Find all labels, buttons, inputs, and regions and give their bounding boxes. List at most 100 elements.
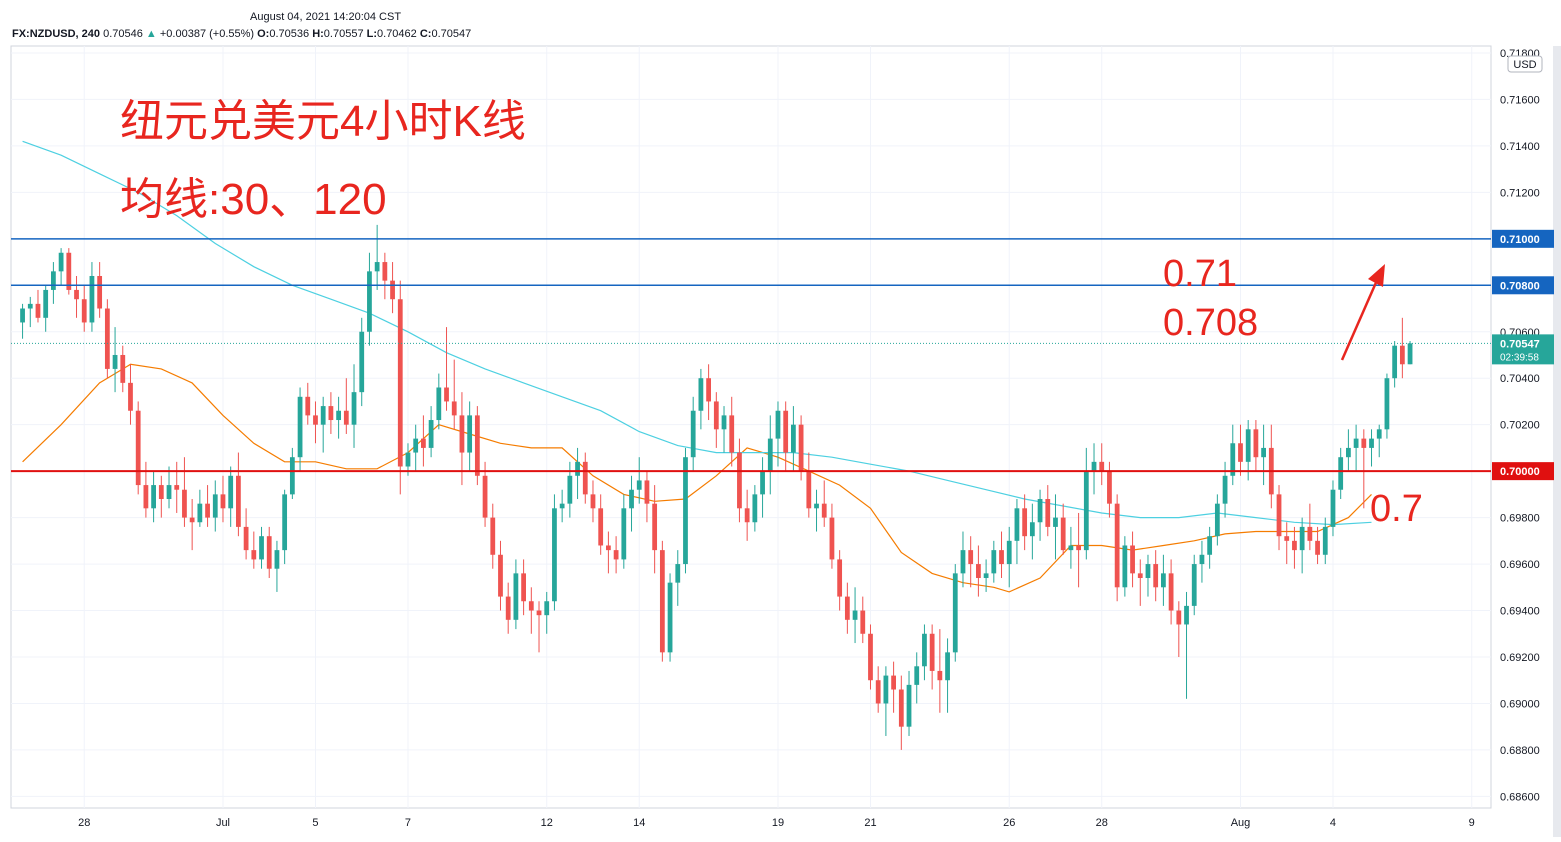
high-label: H: xyxy=(312,28,324,40)
candle-bull xyxy=(629,475,634,532)
last-price: 0.70546 xyxy=(103,28,143,40)
candle-body xyxy=(945,652,950,681)
candle-body xyxy=(837,559,843,597)
candle-bull xyxy=(367,252,372,346)
candle-bull xyxy=(636,457,642,504)
level-price-tag xyxy=(1492,276,1554,295)
candle-body xyxy=(382,262,388,281)
candle-body xyxy=(1199,554,1205,565)
candle-body xyxy=(359,331,365,393)
candle-body xyxy=(999,550,1004,565)
x-tick-label: 28 xyxy=(1096,817,1108,829)
candle-bear xyxy=(659,540,665,662)
currency-badge[interactable] xyxy=(1507,55,1543,73)
candle-bull xyxy=(89,262,95,332)
candle-bear xyxy=(189,499,195,551)
candle-body xyxy=(1376,429,1382,439)
candle-body xyxy=(898,689,904,727)
candle-body xyxy=(390,280,395,300)
candle-body xyxy=(336,410,341,421)
currency-badge-label[interactable]: USD xyxy=(1513,59,1536,71)
candle-body xyxy=(1214,503,1220,537)
x-tick-label: 26 xyxy=(1003,817,1015,829)
candle-body xyxy=(1407,343,1413,365)
x-tick-label: 9 xyxy=(1469,817,1475,829)
x-tick-label: 14 xyxy=(633,817,645,829)
candle-body xyxy=(744,508,750,523)
candle-body xyxy=(906,684,912,727)
candle-bull xyxy=(58,248,64,286)
candle-body xyxy=(182,489,187,518)
candle-body xyxy=(875,680,881,704)
candle-body xyxy=(1060,517,1066,551)
candle-body xyxy=(289,457,295,495)
candle-body xyxy=(598,508,604,546)
candle-body xyxy=(43,289,49,318)
level-price-label: 0.70000 xyxy=(1500,466,1540,478)
candle-body xyxy=(1053,517,1058,527)
candle-bull xyxy=(1330,480,1336,537)
candle-bear xyxy=(783,401,789,472)
candle-body xyxy=(1029,522,1035,537)
candle-bear xyxy=(305,382,311,425)
candle-body xyxy=(151,485,156,509)
candle-body xyxy=(652,503,658,551)
candle-bull xyxy=(1145,554,1151,597)
candle-bull xyxy=(166,466,172,509)
candle-body xyxy=(1153,564,1159,588)
candle-bull xyxy=(112,327,118,393)
candle-bear xyxy=(1022,494,1028,551)
candle-body xyxy=(559,503,565,509)
candle-body xyxy=(328,406,334,421)
candle-bull xyxy=(1184,591,1189,699)
candle-body xyxy=(552,508,557,602)
candle-body xyxy=(274,550,280,569)
y-tick-label: 0.68800 xyxy=(1500,745,1540,757)
candle-bull xyxy=(952,564,958,662)
candle-bear xyxy=(582,452,588,504)
candle-body xyxy=(459,415,465,453)
candle-bull xyxy=(1053,494,1058,560)
candle-bull xyxy=(1006,526,1012,588)
candle-bull xyxy=(467,401,473,472)
candle-bear xyxy=(104,299,110,379)
candle-bull xyxy=(1369,429,1374,467)
candle-bear xyxy=(706,364,711,421)
candle-bull xyxy=(1261,424,1266,486)
candle-body xyxy=(97,275,103,309)
low-value: 0.70462 xyxy=(377,28,417,40)
symbol-label[interactable]: FX:NZDUSD, 240 xyxy=(12,28,101,40)
candle-body xyxy=(590,494,596,509)
candle-body xyxy=(51,271,56,290)
candle-bear xyxy=(421,415,426,467)
candle-bear xyxy=(536,601,542,653)
y-tick-label: 0.68600 xyxy=(1500,791,1540,803)
current-price-label: 0.70547 xyxy=(1500,338,1540,350)
candle-body xyxy=(498,554,503,597)
candle-bear xyxy=(875,666,881,713)
candle-body xyxy=(112,354,118,369)
y-tick-label: 0.69800 xyxy=(1500,513,1540,525)
candle-bear xyxy=(929,624,935,690)
candle-body xyxy=(1361,438,1367,448)
candle-bear xyxy=(1060,503,1066,555)
candle-bear xyxy=(744,489,750,541)
candle-bull xyxy=(1214,494,1220,546)
candle-bear xyxy=(382,252,388,300)
candle-body xyxy=(467,415,473,453)
candle-body xyxy=(883,675,889,704)
candle-body xyxy=(675,564,681,583)
candle-body xyxy=(89,275,95,323)
candle-body xyxy=(1022,508,1028,537)
candle-bear xyxy=(613,536,619,574)
candle-body xyxy=(212,494,218,518)
annotation-level-0708: 0.708 xyxy=(1163,302,1258,344)
candle-body xyxy=(1253,429,1259,458)
candle-bear xyxy=(976,545,981,597)
candle-body xyxy=(490,517,496,555)
candle-body xyxy=(1083,471,1089,551)
candle-bear xyxy=(1076,512,1081,588)
candle-bear xyxy=(1253,420,1259,472)
candle-body xyxy=(104,308,110,369)
candle-bear xyxy=(158,475,164,518)
